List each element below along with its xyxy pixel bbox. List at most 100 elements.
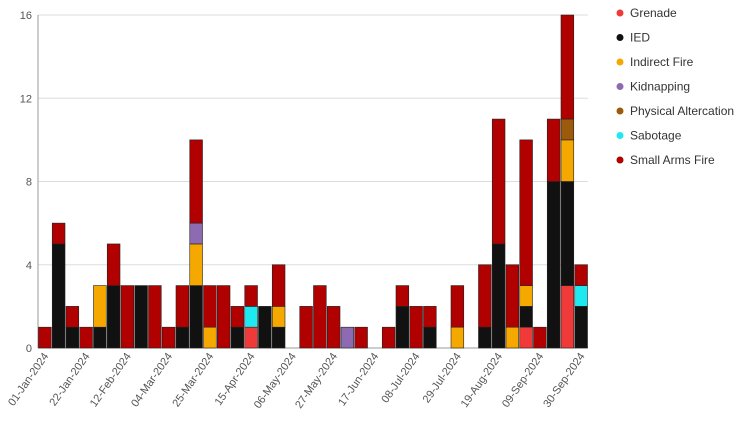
legend-label: Grenade [630, 6, 677, 20]
bar-segment [120, 285, 135, 349]
bar-segment [230, 326, 245, 349]
bar-segment [244, 306, 258, 328]
bar-segment [51, 243, 66, 349]
bar-segment [134, 285, 148, 349]
bar-segment [161, 326, 176, 349]
bar-segment [175, 326, 190, 349]
bar-segment [106, 285, 121, 349]
legend-label: Small Arms Fire [630, 153, 715, 167]
bar-segment [51, 222, 66, 245]
bar-segment [546, 118, 561, 182]
bar-segment [244, 285, 258, 307]
bar-segment [189, 222, 203, 245]
bar-segment [271, 306, 286, 328]
bar-segment [519, 306, 533, 328]
bar-segment [560, 181, 575, 286]
legend-marker [616, 107, 624, 115]
bar-segment [450, 326, 465, 349]
x-tick-label: 01-Jan-2024 [6, 351, 51, 408]
bar-segment [340, 326, 355, 349]
legend-marker [616, 132, 624, 139]
bar-segment [93, 326, 107, 349]
y-tick-label: 12 [20, 93, 32, 105]
bar-segment [560, 139, 575, 182]
bar-segment [271, 264, 286, 307]
x-tick-label: 12-Feb-2024 [88, 351, 134, 409]
bar-segment [574, 264, 588, 286]
y-tick-label: 8 [26, 177, 32, 189]
bar-segment [271, 326, 286, 349]
legend-label: Kidnapping [630, 80, 690, 94]
bar-segment [505, 264, 520, 328]
bar-segment [93, 285, 107, 328]
bar-segment [354, 326, 368, 349]
bar-segment [409, 306, 423, 349]
bar-segment [505, 326, 520, 349]
bar-segment [203, 326, 217, 349]
y-tick-label: 4 [26, 260, 32, 272]
bar-segment [478, 264, 492, 328]
bar-segment [230, 306, 245, 328]
bar-segment [423, 306, 437, 328]
bar-segment [326, 306, 341, 349]
legend-marker [616, 34, 624, 41]
bar-segment [38, 326, 52, 349]
bar-segment [491, 118, 506, 245]
bar-segment [65, 326, 80, 349]
bar-segment [560, 285, 575, 349]
bar-segment [574, 285, 588, 307]
bar-segment [244, 326, 258, 349]
legend-marker [616, 156, 624, 164]
x-tick-label: 25-Mar-2024 [170, 351, 216, 409]
y-tick-label: 16 [20, 10, 32, 22]
y-tick-label: 0 [26, 343, 32, 355]
bar-segment [560, 14, 575, 120]
bar-segment [491, 243, 506, 349]
x-tick-label: 15-Apr-2024 [213, 351, 258, 408]
bar-segment [546, 181, 561, 349]
bar-segment [148, 285, 162, 349]
bar-segment [478, 326, 492, 349]
bar-segment [189, 243, 203, 286]
x-tick-label: 08-Jul-2024 [379, 351, 422, 405]
bar-segment [395, 306, 410, 349]
x-tick-label: 04-Mar-2024 [129, 351, 175, 409]
x-tick-label: 29-Jul-2024 [421, 351, 464, 405]
bar-segment [106, 243, 121, 286]
bar-segment [395, 285, 410, 307]
legend-marker [616, 9, 624, 17]
bar-segment [560, 118, 575, 141]
bar-segment [258, 306, 272, 349]
bar-segment [519, 326, 533, 349]
bar-segment [450, 285, 465, 328]
bar-segment [519, 139, 533, 286]
bar-segment [189, 285, 203, 349]
legend-label: Sabotage [630, 129, 682, 143]
bar-segment [313, 285, 327, 349]
bar-segment [203, 285, 217, 328]
legend-label: Indirect Fire [630, 55, 694, 69]
bar-segment [216, 285, 231, 349]
x-tick-label: 09-Sep-2024 [500, 351, 546, 410]
legend-marker [616, 83, 624, 90]
x-tick-label: 17-Jun-2024 [336, 351, 381, 408]
x-tick-label: 19-Aug-2024 [459, 351, 505, 410]
bar-segment [574, 306, 588, 349]
x-tick-label: 06-May-2024 [252, 351, 299, 411]
bar-segment [381, 326, 396, 349]
legend-label: IED [630, 31, 650, 45]
bar-segment [519, 285, 533, 307]
legend-marker [616, 58, 624, 66]
bar-segment [299, 306, 313, 349]
x-tick-label: 27-May-2024 [293, 351, 340, 411]
bar-segment [79, 326, 93, 349]
bar-segment [533, 326, 547, 349]
x-tick-label: 22-Jan-2024 [47, 351, 92, 408]
x-tick-label: 30-Sep-2024 [541, 351, 587, 410]
bar-segment [423, 326, 437, 349]
bar-segment [189, 139, 203, 224]
bar-segment [65, 306, 80, 328]
bar-segment [175, 285, 190, 328]
legend-label: Physical Altercation [630, 104, 734, 118]
